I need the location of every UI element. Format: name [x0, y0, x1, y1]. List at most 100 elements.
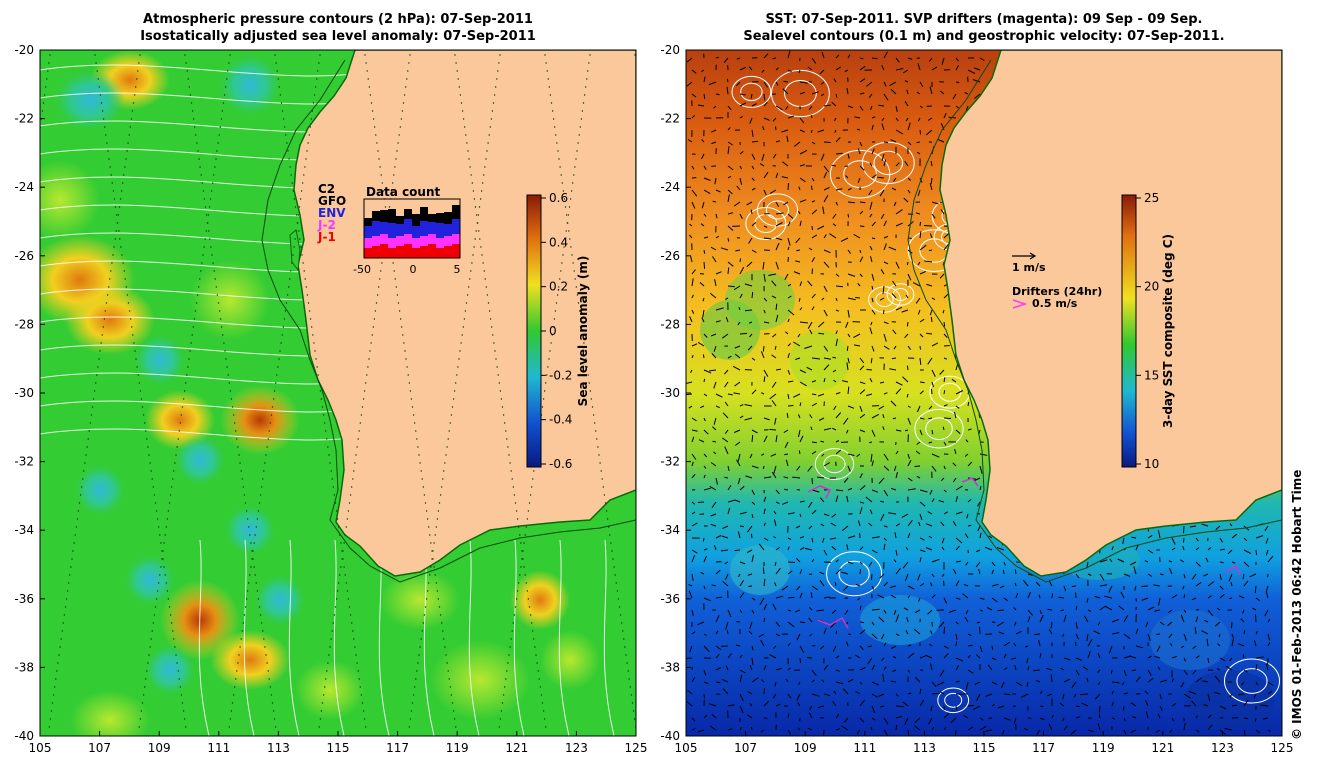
velocity-arrow	[1227, 549, 1233, 555]
altimeter-dot	[555, 302, 558, 304]
altimeter-dot	[519, 574, 521, 576]
velocity-arrow	[931, 692, 940, 695]
data-count-bar-segment	[380, 222, 388, 234]
altimeter-dot	[306, 294, 309, 296]
altimeter-dot	[487, 142, 489, 144]
velocity-arrow	[689, 234, 693, 239]
velocity-arrow	[991, 597, 998, 603]
altimeter-dot	[189, 94, 192, 96]
altimeter-dot	[94, 54, 96, 56]
velocity-arrow	[967, 654, 971, 659]
continental-shelf-contour	[261, 59, 636, 583]
altimeter-dot	[321, 702, 324, 704]
altimeter-dot	[395, 286, 397, 288]
velocity-arrow	[870, 453, 873, 462]
velocity-arrow	[1075, 669, 1080, 676]
velocity-arrow	[973, 705, 981, 711]
velocity-arrow	[871, 621, 875, 626]
velocity-arrow	[1156, 633, 1161, 635]
altimeter-dot	[98, 358, 100, 360]
velocity-arrow	[1242, 573, 1245, 580]
velocity-arrow	[1075, 605, 1078, 611]
altimeter-dot	[514, 606, 517, 608]
velocity-arrow	[1231, 633, 1234, 638]
altimeter-dot	[433, 542, 435, 544]
velocity-arrow	[1111, 690, 1115, 695]
velocity-arrow	[835, 309, 840, 312]
velocity-arrow	[775, 67, 779, 71]
velocity-arrow	[1110, 669, 1113, 674]
altimeter-dot	[518, 582, 520, 584]
data-count-bar-segment	[444, 212, 452, 224]
velocity-arrow	[890, 645, 897, 649]
velocity-arrow	[869, 377, 873, 383]
velocity-arrow	[1123, 633, 1131, 640]
velocity-arrow	[847, 678, 854, 683]
velocity-arrow	[881, 117, 885, 121]
velocity-arrow	[787, 283, 792, 287]
altimeter-dot	[526, 518, 529, 520]
altimeter-dot	[478, 230, 480, 232]
lat-tick-label: -38	[14, 660, 34, 674]
velocity-arrow	[823, 186, 830, 191]
altimeter-dot	[87, 438, 89, 440]
altimeter-dot	[237, 662, 239, 664]
velocity-arrow	[750, 93, 753, 99]
velocity-arrow	[811, 489, 820, 493]
altimeter-dot	[268, 678, 270, 680]
altimeter-dot	[346, 518, 349, 520]
altimeter-dot	[60, 638, 62, 640]
velocity-arrow	[798, 210, 801, 215]
velocity-arrow	[763, 237, 772, 240]
velocity-arrow	[1156, 645, 1161, 653]
velocity-arrow	[1180, 645, 1185, 649]
velocity-arrow	[955, 560, 962, 563]
velocity-arrow	[955, 705, 958, 711]
altimeter-dot	[361, 406, 364, 408]
velocity-arrow	[691, 278, 694, 287]
velocity-arrow	[785, 678, 789, 683]
velocity-arrow	[748, 585, 753, 587]
sealevel-contour	[771, 69, 830, 118]
velocity-arrow	[736, 459, 741, 467]
velocity-arrow	[871, 237, 876, 240]
velocity-arrow	[1255, 630, 1258, 635]
altimeter-dot	[406, 366, 408, 368]
altimeter-dot	[445, 654, 447, 656]
velocity-arrow	[1159, 693, 1162, 700]
velocity-arrow	[810, 592, 813, 599]
altimeter-dot	[124, 278, 126, 280]
velocity-arrow	[1063, 725, 1068, 731]
altimeter-dot	[367, 78, 369, 80]
altimeter-dot	[551, 334, 553, 336]
altimeter-dot	[358, 678, 360, 680]
velocity-arrow	[1240, 618, 1245, 623]
data-count-bar-segment	[364, 248, 372, 258]
altimeter-dot	[168, 502, 171, 504]
data-count-bar-segment	[444, 246, 452, 258]
altimeter-dot	[475, 230, 477, 232]
altimeter-dot	[200, 174, 202, 176]
altimeter-dot	[353, 470, 355, 472]
altimeter-dot	[571, 254, 573, 256]
velocity-arrow	[787, 221, 791, 227]
altimeter-dot	[339, 534, 341, 536]
lat-tick-label: -22	[660, 112, 680, 126]
altimeter-dot	[146, 670, 148, 672]
altimeter-dot	[138, 726, 140, 728]
altimeter-dot	[578, 310, 581, 312]
altimeter-dot	[371, 334, 373, 336]
velocity-arrow	[907, 488, 916, 491]
altimeter-dot	[399, 126, 401, 128]
altimeter-dot	[407, 374, 409, 376]
velocity-arrow	[746, 549, 753, 554]
sealevel-contour	[925, 417, 953, 441]
altimeter-dot	[334, 606, 337, 608]
velocity-arrow	[727, 465, 730, 471]
altimeter-dot	[124, 166, 126, 168]
velocity-arrow	[963, 714, 969, 719]
altimeter-dot	[211, 254, 213, 256]
velocity-arrow	[955, 496, 958, 503]
velocity-arrow	[1075, 657, 1083, 661]
